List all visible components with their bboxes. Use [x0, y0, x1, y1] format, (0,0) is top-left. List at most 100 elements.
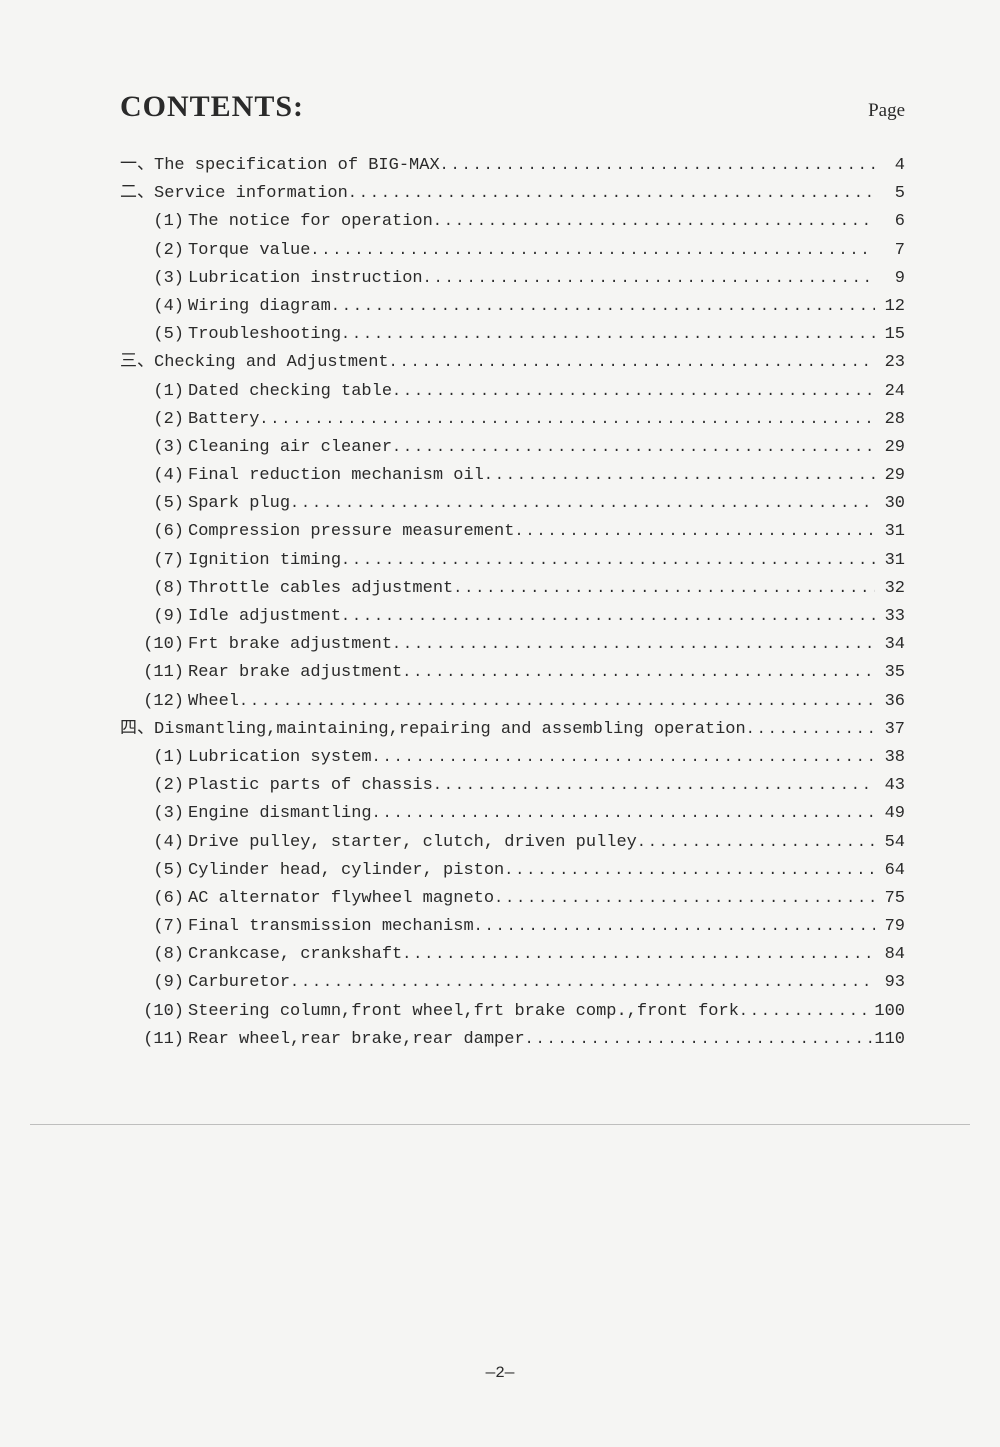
toc-entry: (7) Final transmission mechanism........…	[120, 913, 905, 940]
toc-leader-dots: ........................................…	[433, 210, 875, 235]
toc-entry: 二、 Service information..................…	[120, 180, 905, 207]
toc-entry-text: Wiring diagram	[188, 293, 331, 320]
toc-entry-page: 30	[875, 490, 905, 517]
toc-entry-text: Carburetor	[188, 969, 290, 996]
toc-entry-text: Rear brake adjustment	[188, 659, 402, 686]
toc-entry-page: 24	[875, 378, 905, 405]
toc-entry-text: Frt brake adjustment	[188, 631, 392, 658]
toc-leader-dots: ........................................…	[514, 520, 875, 545]
toc-entry: (3) Cleaning air cleaner................…	[120, 434, 905, 461]
toc-entry-page: 15	[875, 321, 905, 348]
toc-entry-prefix: (9)	[136, 603, 188, 630]
toc-entry-page: 43	[875, 772, 905, 799]
toc-entry-page: 32	[875, 575, 905, 602]
toc-entry-prefix: (9)	[136, 969, 188, 996]
toc-entry-text: Dismantling,maintaining,repairing and as…	[154, 716, 746, 743]
toc-leader-dots: ........................................…	[504, 859, 875, 884]
toc-leader-dots: ........................................…	[525, 1028, 875, 1053]
toc-entry-page: 6	[875, 208, 905, 235]
toc-entry-prefix: (1)	[136, 744, 188, 771]
toc-leader-dots: ........................................…	[392, 436, 875, 461]
toc-entry-page: 64	[875, 857, 905, 884]
toc-entry-prefix: (12)	[136, 688, 188, 715]
toc-entry-page: 38	[875, 744, 905, 771]
toc-entry: (3) Engine dismantling..................…	[120, 800, 905, 827]
toc-entry-prefix: (10)	[136, 998, 188, 1025]
toc-entry-prefix: (7)	[136, 913, 188, 940]
toc-entry: (4) Wiring diagram......................…	[120, 293, 905, 320]
toc-entry: (5) Cylinder head, cylinder, piston.....…	[120, 857, 905, 884]
toc-entry-prefix: (2)	[136, 772, 188, 799]
toc-entry-text: Battery	[188, 406, 259, 433]
toc-entry: (10) Frt brake adjustment...............…	[120, 631, 905, 658]
toc-entry-prefix: (6)	[136, 518, 188, 545]
toc-leader-dots: ........................................…	[494, 887, 875, 912]
toc-entry-page: 4	[875, 152, 905, 179]
toc-entry-prefix: (5)	[136, 321, 188, 348]
toc-leader-dots: ........................................…	[310, 239, 875, 264]
page-title: CONTENTS:	[120, 90, 304, 124]
toc-entry: (6) Compression pressure measurement....…	[120, 518, 905, 545]
toc-leader-dots: ........................................…	[341, 605, 875, 630]
toc-entry: (5) Troubleshooting.....................…	[120, 321, 905, 348]
toc-entry-page: 49	[875, 800, 905, 827]
toc-leader-dots: ........................................…	[484, 464, 875, 489]
toc-entry-text: Rear wheel,rear brake,rear damper	[188, 1026, 525, 1053]
toc-entry: (8) Throttle cables adjustment..........…	[120, 575, 905, 602]
toc-entry-prefix: 四、	[120, 716, 154, 743]
toc-leader-dots: ........................................…	[372, 802, 875, 827]
toc-entry-page: 110	[874, 1026, 905, 1053]
toc-leader-dots: ........................................…	[290, 492, 875, 517]
toc-entry: (3) Lubrication instruction.............…	[120, 265, 905, 292]
toc-entry: (1) Lubrication system..................…	[120, 744, 905, 771]
toc-entry-text: Ignition timing	[188, 547, 341, 574]
toc-entry-prefix: (4)	[136, 829, 188, 856]
toc-entry-page: 9	[875, 265, 905, 292]
toc-entry-text: Throttle cables adjustment	[188, 575, 453, 602]
toc-entry: (1) Dated checking table................…	[120, 378, 905, 405]
toc-leader-dots: ........................................…	[348, 182, 875, 207]
toc-entry-prefix: (2)	[136, 406, 188, 433]
toc-entry-text: Dated checking table	[188, 378, 392, 405]
toc-entry-page: 36	[875, 688, 905, 715]
toc-entry-text: Plastic parts of chassis	[188, 772, 433, 799]
toc-entry-text: Idle adjustment	[188, 603, 341, 630]
toc-entry: (8) Crankcase, crankshaft...............…	[120, 941, 905, 968]
toc-entry-prefix: (6)	[136, 885, 188, 912]
toc-entry-prefix: 一、	[120, 152, 154, 179]
toc-entry-prefix: (3)	[136, 265, 188, 292]
toc-entry-text: Wheel	[188, 688, 239, 715]
toc-entry-prefix: (4)	[136, 293, 188, 320]
toc-leader-dots: ........................................…	[739, 1000, 875, 1025]
toc-entry-text: Service information	[154, 180, 348, 207]
toc-leader-dots: ........................................…	[341, 549, 875, 574]
toc-entry: (11) Rear brake adjustment..............…	[120, 659, 905, 686]
toc-entry-prefix: (10)	[136, 631, 188, 658]
toc-entry-prefix: (3)	[136, 800, 188, 827]
toc-entry: (11) Rear wheel,rear brake,rear damper..…	[120, 1026, 905, 1053]
toc-entry: (9) Carburetor..........................…	[120, 969, 905, 996]
toc-leader-dots: ........................................…	[423, 267, 875, 292]
toc-entry-page: 29	[875, 462, 905, 489]
toc-entry-text: Spark plug	[188, 490, 290, 517]
toc-entry: (12) Wheel..............................…	[120, 688, 905, 715]
toc-entry-text: The notice for operation	[188, 208, 433, 235]
toc-leader-dots: ........................................…	[392, 380, 875, 405]
toc-entry: (9) Idle adjustment.....................…	[120, 603, 905, 630]
toc-entry-prefix: (1)	[136, 208, 188, 235]
toc-leader-dots: ........................................…	[341, 323, 875, 348]
toc-entry-text: Lubrication system	[188, 744, 372, 771]
toc-entry-page: 5	[875, 180, 905, 207]
toc-entry-text: Troubleshooting	[188, 321, 341, 348]
toc-entry-text: Final reduction mechanism oil	[188, 462, 484, 489]
toc-entry: (7) Ignition timing.....................…	[120, 547, 905, 574]
toc-leader-dots: ........................................…	[402, 661, 875, 686]
toc-entry-prefix: 三、	[120, 349, 154, 376]
toc-leader-dots: ........................................…	[637, 831, 875, 856]
toc-entry: 三、 Checking and Adjustment..............…	[120, 349, 905, 376]
toc-leader-dots: ........................................…	[746, 718, 875, 743]
toc-leader-dots: ........................................…	[259, 408, 875, 433]
toc-leader-dots: ........................................…	[372, 746, 875, 771]
toc-entry: (10) Steering column,front wheel,frt bra…	[120, 998, 905, 1025]
toc-entry-text: Checking and Adjustment	[154, 349, 389, 376]
